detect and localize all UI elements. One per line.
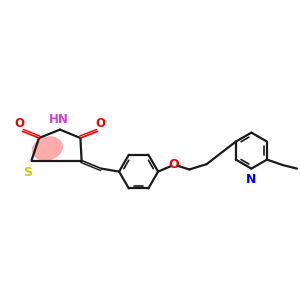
Text: S: S [23,166,32,179]
Text: HN: HN [49,113,68,126]
Text: O: O [168,158,179,172]
Text: O: O [95,117,106,130]
Text: N: N [246,173,256,186]
Ellipse shape [32,136,63,161]
Text: O: O [14,117,25,130]
